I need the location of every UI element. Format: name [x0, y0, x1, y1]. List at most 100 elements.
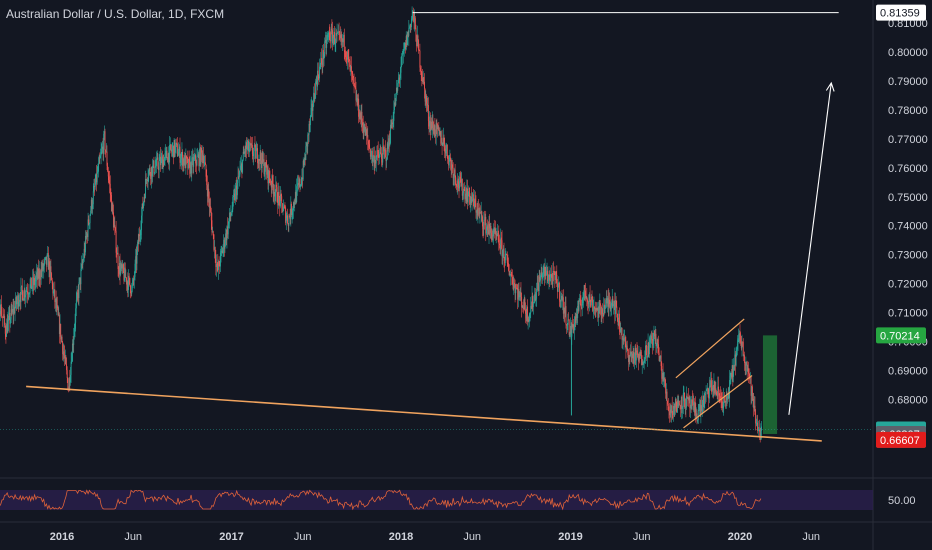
- candle-body-625: [384, 149, 386, 152]
- candle-body-162: [82, 260, 84, 265]
- x-tick-label-4: 2018: [389, 531, 413, 543]
- price-axis[interactable]: 0.81000 0.80000 0.79000 0.78000 0.77000 0.760…: [888, 18, 928, 407]
- candle-body-527: [320, 58, 322, 65]
- rsi-level-label: 50.00: [888, 495, 916, 507]
- time-axis[interactable]: 2016 Jun 2017 Jun 2018 Jun 2019 Jun 2020 Jun: [50, 531, 820, 543]
- candle-body-198: [105, 151, 107, 153]
- candle-body-963: [604, 307, 606, 313]
- candle-body-591: [362, 122, 363, 126]
- candle-body-462: [277, 191, 279, 206]
- candle-body-1145: [723, 396, 725, 406]
- candle-body-381: [225, 233, 227, 244]
- target-zone-box[interactable]: [762, 335, 778, 434]
- candle-body-579: [354, 83, 356, 86]
- candle-body-1003: [630, 351, 632, 355]
- candle-body-1052: [662, 372, 664, 382]
- candle-body-296: [169, 144, 171, 146]
- candle-body-213: [115, 230, 117, 253]
- target-arrow-line[interactable]: [788, 82, 832, 415]
- candle-body-575: [351, 72, 353, 74]
- candle-body-874: [546, 270, 548, 275]
- candle-body-104: [44, 258, 46, 261]
- candle-body-773: [480, 211, 482, 213]
- candle-body-123: [56, 305, 58, 309]
- candle-body-211: [114, 224, 116, 228]
- channel-lower-line[interactable]: [683, 374, 753, 429]
- candle-body-138: [66, 370, 68, 378]
- candle-body-1048: [660, 355, 661, 359]
- candle-body-134: [64, 355, 66, 359]
- candle-body-416: [248, 140, 249, 152]
- price-label-box-0: [876, 4, 926, 21]
- candle-body-92: [36, 272, 38, 280]
- candle-body-885: [553, 271, 555, 275]
- candle-body-363: [213, 234, 215, 250]
- candle-body-373: [219, 252, 221, 267]
- candle-body-1062: [669, 411, 671, 416]
- candle-body-396: [234, 189, 236, 201]
- candle-body-385: [227, 223, 229, 235]
- candle-body-158: [79, 277, 81, 285]
- candle-body-1111: [701, 405, 702, 412]
- candle-body-1180: [746, 361, 747, 366]
- candle-body-391: [231, 209, 233, 214]
- candle-body-181: [94, 184, 96, 187]
- candle-body-1176: [743, 355, 745, 356]
- candle-body-630: [387, 143, 389, 149]
- candle-body-79: [28, 294, 30, 295]
- candle-body-468: [281, 203, 283, 213]
- candle-body-1071: [675, 398, 676, 408]
- candle-body-603: [369, 149, 371, 157]
- candle-body-496: [300, 184, 302, 187]
- candle-body-918: [575, 316, 577, 321]
- candle-body-1053: [663, 379, 665, 382]
- candle-body-233: [128, 275, 130, 278]
- candle-body-836: [521, 305, 523, 308]
- candle-body-354: [207, 188, 209, 197]
- candle-body-1181: [746, 361, 748, 371]
- candle-body-1002: [630, 351, 631, 356]
- candle-body-623: [382, 146, 384, 150]
- candle-body-908: [568, 319, 570, 335]
- candle-body-469: [282, 210, 284, 213]
- candle-body-640: [394, 102, 395, 111]
- candle-body-675: [416, 35, 418, 47]
- candle-body-811: [505, 253, 507, 255]
- support-trendline[interactable]: [26, 385, 822, 442]
- candle-body-248: [138, 234, 140, 245]
- candle-body-985: [618, 313, 620, 329]
- candle-body-953: [598, 306, 599, 318]
- candle-body-135: [64, 356, 66, 359]
- candle-body-1113: [702, 396, 704, 406]
- candle-body-339: [197, 154, 199, 157]
- candle-body-239: [132, 279, 134, 286]
- candle-body-769: [478, 208, 480, 210]
- candle-body-487: [294, 204, 296, 205]
- candle-body-915: [573, 324, 575, 331]
- candle-body-609: [373, 155, 375, 167]
- candle-body-1044: [657, 339, 659, 345]
- candle-body-194: [103, 133, 105, 154]
- candle-body-436: [261, 160, 262, 169]
- price-label-1: 0.70214: [880, 330, 920, 342]
- channel-upper-line[interactable]: [675, 318, 745, 379]
- candle-body-1105: [697, 420, 699, 422]
- candle-body-555: [338, 31, 340, 33]
- candle-body-581: [355, 88, 357, 101]
- candle-body-648: [399, 77, 401, 79]
- candle-body-1010: [635, 348, 637, 361]
- candle-body-893: [558, 282, 560, 300]
- candle-body-939: [588, 294, 590, 302]
- candle-body-867: [542, 273, 543, 279]
- candle-body-847: [528, 313, 530, 322]
- candle-body-584: [357, 98, 359, 105]
- candle-body-932: [584, 285, 586, 291]
- candle-body-600: [367, 140, 369, 145]
- candle-body-1092: [688, 397, 690, 401]
- candle-body-551: [336, 32, 337, 36]
- candle-body-132: [62, 351, 64, 355]
- candle-body-922: [577, 305, 579, 311]
- candle-body-226: [124, 267, 126, 281]
